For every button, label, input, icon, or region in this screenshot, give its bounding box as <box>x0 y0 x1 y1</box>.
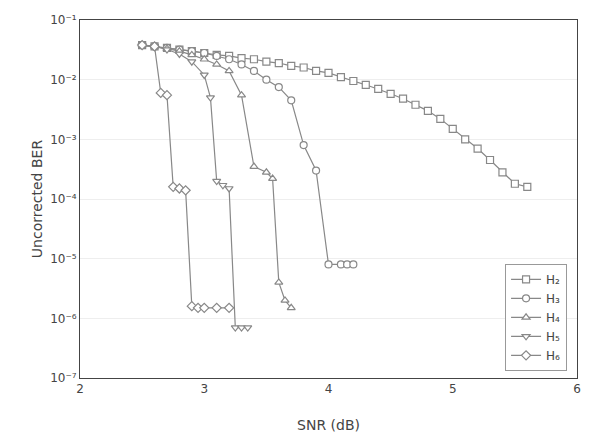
svg-text:H₆: H₆ <box>546 349 560 363</box>
svg-text:6: 6 <box>573 382 581 396</box>
svg-text:10⁻⁵: 10⁻⁵ <box>50 252 77 266</box>
svg-text:Uncorrected BER: Uncorrected BER <box>29 140 45 259</box>
svg-text:10⁻⁴: 10⁻⁴ <box>50 192 77 206</box>
svg-text:2: 2 <box>76 382 84 396</box>
svg-text:H₃: H₃ <box>546 292 560 306</box>
svg-text:3: 3 <box>200 382 208 396</box>
svg-text:10⁻⁷: 10⁻⁷ <box>50 371 77 385</box>
svg-text:10⁻¹: 10⁻¹ <box>50 13 77 27</box>
svg-text:H₂: H₂ <box>546 273 560 287</box>
svg-text:H₅: H₅ <box>546 330 560 344</box>
svg-text:4: 4 <box>325 382 333 396</box>
svg-text:5: 5 <box>449 382 457 396</box>
svg-text:H₄: H₄ <box>546 311 560 325</box>
svg-text:10⁻³: 10⁻³ <box>50 133 77 147</box>
svg-text:SNR (dB): SNR (dB) <box>297 417 360 433</box>
svg-text:10⁻²: 10⁻² <box>50 73 77 87</box>
svg-text:10⁻⁶: 10⁻⁶ <box>50 312 77 326</box>
